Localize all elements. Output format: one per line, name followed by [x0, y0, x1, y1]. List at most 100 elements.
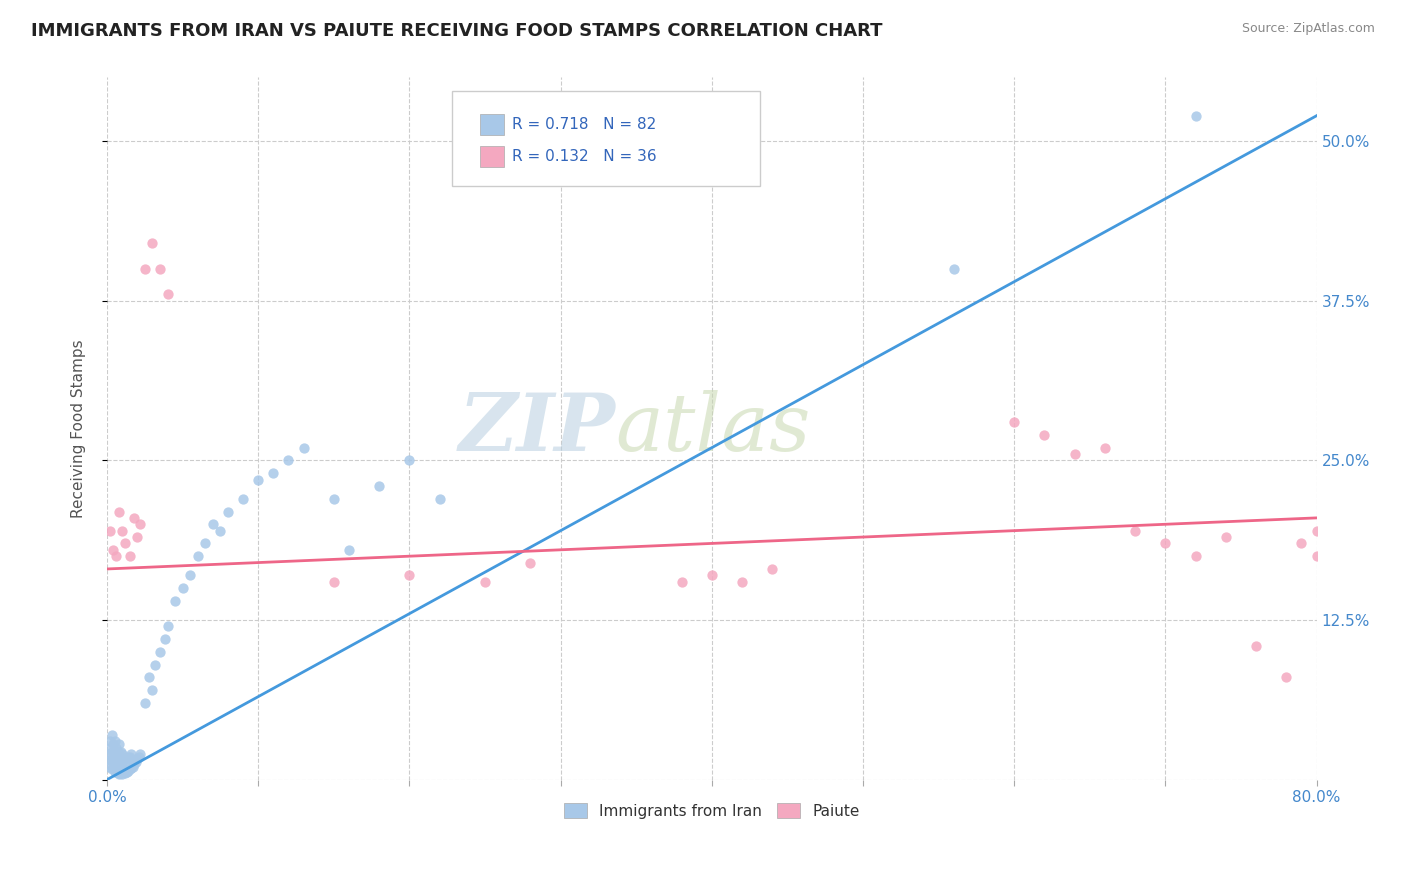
Point: [105, 763, 128, 777]
Point: [1002, 415, 1025, 429]
Point: [108, 760, 131, 774]
Point: [104, 734, 127, 748]
Point: [127, 530, 149, 544]
Text: R = 0.718   N = 82: R = 0.718 N = 82: [512, 117, 657, 132]
Point: [1033, 428, 1056, 442]
Point: [105, 740, 128, 755]
Point: [942, 262, 965, 277]
Point: [138, 670, 160, 684]
Point: [114, 536, 136, 550]
Point: [368, 479, 391, 493]
Point: [761, 562, 783, 576]
Point: [115, 764, 138, 779]
Point: [474, 574, 496, 589]
Point: [98, 524, 121, 538]
Point: [247, 473, 270, 487]
Point: [97, 760, 120, 774]
Point: [429, 491, 451, 506]
Point: [112, 764, 135, 779]
Point: [217, 504, 239, 518]
Point: [1184, 549, 1206, 564]
Point: [107, 745, 129, 759]
Point: [129, 517, 152, 532]
Point: [149, 645, 172, 659]
Point: [108, 749, 131, 764]
Point: [187, 549, 209, 564]
Point: [262, 467, 284, 481]
Point: [153, 632, 176, 647]
Point: [101, 749, 124, 764]
Point: [156, 619, 179, 633]
Point: [100, 745, 122, 759]
Point: [121, 760, 143, 774]
Point: [111, 758, 134, 772]
Point: [1291, 536, 1313, 550]
Point: [120, 761, 142, 775]
Point: [1154, 536, 1177, 550]
Point: [194, 536, 217, 550]
Point: [671, 574, 693, 589]
Point: [114, 755, 136, 769]
Point: [145, 657, 167, 672]
Point: [398, 568, 420, 582]
Point: [101, 760, 124, 774]
Point: [1275, 670, 1298, 684]
Point: [127, 752, 149, 766]
Point: [700, 568, 723, 582]
Point: [1305, 524, 1327, 538]
Point: [134, 696, 156, 710]
Point: [117, 749, 139, 764]
Text: R = 0.132   N = 36: R = 0.132 N = 36: [512, 149, 657, 163]
Point: [322, 574, 344, 589]
Point: [105, 754, 128, 768]
Point: [100, 754, 122, 768]
Point: [98, 754, 121, 768]
Point: [125, 755, 148, 769]
Point: [149, 262, 172, 277]
Point: [1244, 639, 1267, 653]
Point: [97, 747, 120, 761]
Point: [731, 574, 754, 589]
Point: [1094, 441, 1116, 455]
Point: [322, 491, 344, 506]
Point: [1123, 524, 1146, 538]
Point: [1184, 109, 1206, 123]
Point: [129, 747, 152, 761]
FancyBboxPatch shape: [451, 92, 761, 186]
Point: [107, 766, 129, 780]
Bar: [479, 145, 503, 167]
Y-axis label: Receiving Food Stamps: Receiving Food Stamps: [72, 339, 86, 518]
Point: [100, 763, 122, 777]
Point: [118, 549, 141, 564]
Point: [105, 549, 128, 564]
Legend: Immigrants from Iran, Paiute: Immigrants from Iran, Paiute: [558, 797, 866, 824]
Point: [111, 747, 134, 761]
Point: [1063, 447, 1085, 461]
Point: [104, 757, 127, 772]
Point: [108, 504, 131, 518]
Bar: [479, 114, 503, 135]
Text: ZIP: ZIP: [458, 390, 614, 467]
Point: [201, 517, 224, 532]
Point: [107, 757, 129, 772]
Point: [398, 453, 420, 467]
Point: [232, 491, 254, 506]
Point: [112, 752, 135, 766]
Point: [172, 581, 194, 595]
Text: IMMIGRANTS FROM IRAN VS PAIUTE RECEIVING FOOD STAMPS CORRELATION CHART: IMMIGRANTS FROM IRAN VS PAIUTE RECEIVING…: [31, 22, 883, 40]
Point: [519, 556, 541, 570]
Point: [141, 236, 163, 251]
Point: [120, 747, 142, 761]
Point: [118, 763, 141, 777]
Point: [124, 757, 146, 772]
Point: [98, 734, 121, 748]
Point: [165, 594, 187, 608]
Point: [111, 767, 134, 781]
Point: [108, 737, 131, 751]
Point: [108, 767, 131, 781]
Point: [1305, 549, 1327, 564]
Point: [128, 749, 150, 764]
Point: [292, 441, 315, 455]
Point: [111, 524, 134, 538]
Point: [100, 728, 122, 742]
